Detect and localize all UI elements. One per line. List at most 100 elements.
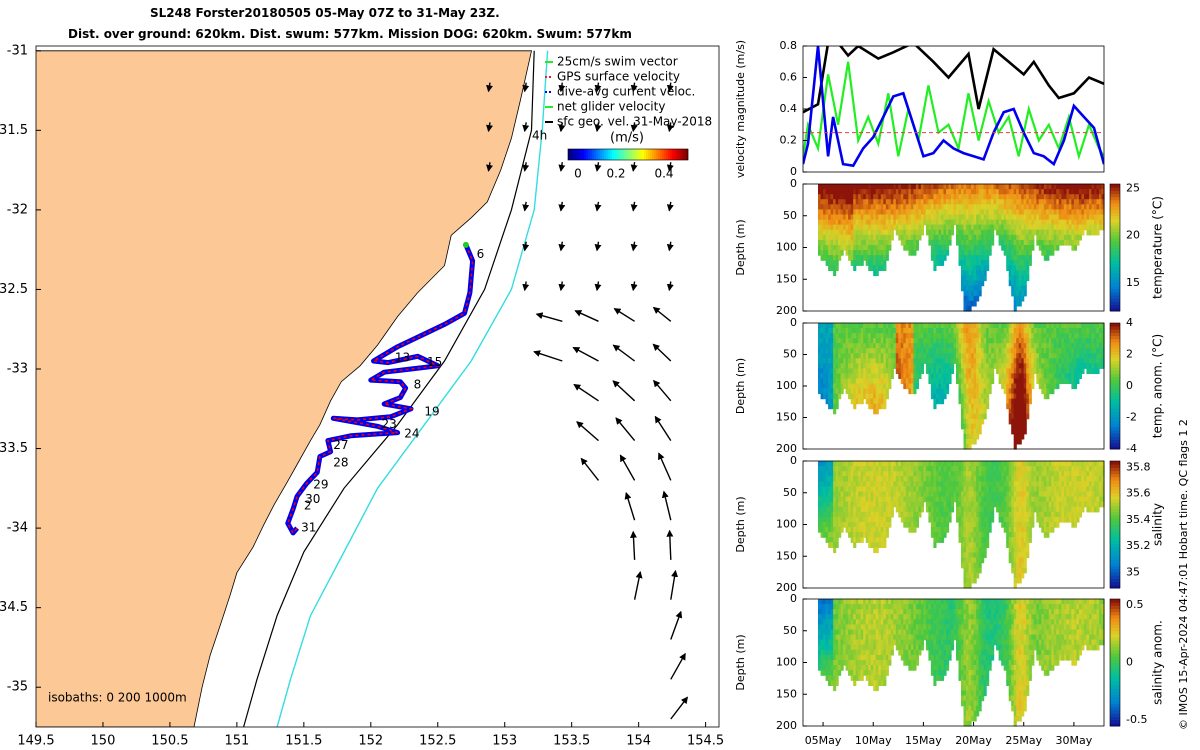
map-corner-label: 4h xyxy=(532,129,547,143)
heatmap-cell xyxy=(1058,353,1062,359)
heatmap-cell xyxy=(823,184,827,190)
heatmap-cell xyxy=(885,383,889,390)
heatmap-cell xyxy=(883,184,887,190)
heatmap-cell xyxy=(818,199,822,205)
heatmap-cell xyxy=(873,461,877,467)
heatmap-cell xyxy=(1023,423,1027,430)
heatmap-cell xyxy=(1031,378,1035,384)
heatmap-cell xyxy=(1046,353,1050,359)
heatmap-cell xyxy=(923,343,927,349)
heatmap-cell xyxy=(1008,516,1012,523)
heatmap-cell xyxy=(978,194,982,200)
heatmap-cell xyxy=(938,348,942,354)
heatmap-cell xyxy=(1031,234,1035,241)
heatmap-cell xyxy=(1096,204,1100,210)
heatmap-cell xyxy=(883,194,887,200)
heatmap-cell xyxy=(983,403,987,410)
heatmap-cell xyxy=(983,194,987,200)
heatmap-cell xyxy=(976,378,980,384)
heatmap-cell xyxy=(996,184,1000,190)
heatmap-cell xyxy=(1036,224,1040,231)
heatmap-cell xyxy=(820,378,824,384)
heatmap-cell xyxy=(971,418,975,425)
heatmap-cell xyxy=(1086,224,1090,231)
heatmap-cell xyxy=(1031,184,1035,190)
heatmap-cell xyxy=(843,481,847,487)
heatmap-cell xyxy=(941,373,945,379)
heatmap-cell xyxy=(956,219,960,226)
heatmap-cell xyxy=(835,383,839,390)
heatmap-cell xyxy=(966,461,970,467)
heatmap-cell xyxy=(830,265,834,271)
heatmap-cell xyxy=(1056,245,1060,251)
heatmap-cell xyxy=(986,461,990,467)
heatmap-cell xyxy=(1018,491,1022,498)
heatmap-cell xyxy=(966,338,970,344)
heatmap-cell xyxy=(903,224,907,231)
heatmap-cell xyxy=(948,348,952,354)
heatmap-cell xyxy=(1041,234,1045,241)
heatmap-cell xyxy=(820,250,824,256)
heatmap-cell xyxy=(1076,219,1080,226)
heatmap-cell xyxy=(983,239,987,246)
heatmap-cell xyxy=(915,333,919,339)
heatmap-cell xyxy=(1091,338,1095,344)
heatmap-cell xyxy=(848,219,852,226)
heatmap-cell xyxy=(978,285,982,292)
heatmap-cell xyxy=(1016,496,1020,503)
heatmap-cell xyxy=(933,481,937,487)
heatmap-cell xyxy=(958,209,962,216)
heatmap-cell xyxy=(1091,333,1095,339)
heatmap-cell xyxy=(820,481,824,487)
heatmap-cell xyxy=(840,363,844,369)
heatmap-cell xyxy=(1011,343,1015,349)
heatmap-cell xyxy=(850,388,854,395)
heatmap-cell xyxy=(878,224,882,231)
heatmap-cell xyxy=(923,353,927,359)
heatmap-cell xyxy=(1018,373,1022,379)
heatmap-cell xyxy=(981,275,985,282)
heatmap-cell xyxy=(941,199,945,205)
heatmap-cell xyxy=(1086,199,1090,205)
heatmap-cell xyxy=(913,333,917,339)
velocity-arrow xyxy=(576,421,599,442)
heatmap-cell xyxy=(973,393,977,400)
heatmap-cell xyxy=(1041,224,1045,231)
heatmap-cell xyxy=(1013,219,1017,226)
heatmap-cell xyxy=(1016,491,1020,498)
heatmap-cell xyxy=(828,542,832,548)
heatmap-cell xyxy=(908,506,912,513)
heatmap-cell xyxy=(1099,224,1103,231)
heatmap-cell xyxy=(1013,522,1017,528)
velocity-arrow xyxy=(666,122,674,133)
heatmap-cell xyxy=(823,363,827,369)
heatmap-cell xyxy=(840,353,844,359)
x-tick-label: 150.5 xyxy=(151,734,188,749)
heatmap-cell xyxy=(1016,516,1020,523)
heatmap-cell xyxy=(973,506,977,513)
heatmap-cell xyxy=(838,189,842,195)
heatmap-cell xyxy=(843,466,847,472)
heatmap-cell xyxy=(1066,199,1070,205)
colorbar-cell xyxy=(1110,370,1120,374)
heatmap-cell xyxy=(976,511,980,518)
heatmap-cell xyxy=(908,239,912,246)
heatmap-cell xyxy=(976,214,980,221)
heatmap-cell xyxy=(953,209,957,216)
heatmap-cell xyxy=(843,501,847,508)
heatmap-cell xyxy=(838,338,842,344)
heatmap-cell xyxy=(976,393,980,400)
heatmap-cell xyxy=(905,333,909,339)
heatmap-cell xyxy=(961,542,965,548)
heatmap-cell xyxy=(900,219,904,226)
heatmap-cell xyxy=(1018,224,1022,231)
heatmap-cell xyxy=(946,491,950,498)
heatmap-cell xyxy=(838,461,842,467)
heatmap-cell xyxy=(1013,428,1017,435)
heatmap-cell xyxy=(1008,199,1012,205)
heatmap-cell xyxy=(988,491,992,498)
heatmap-cell xyxy=(1011,562,1015,569)
colorbar-cell xyxy=(582,149,585,160)
heatmap-cell xyxy=(968,428,972,435)
